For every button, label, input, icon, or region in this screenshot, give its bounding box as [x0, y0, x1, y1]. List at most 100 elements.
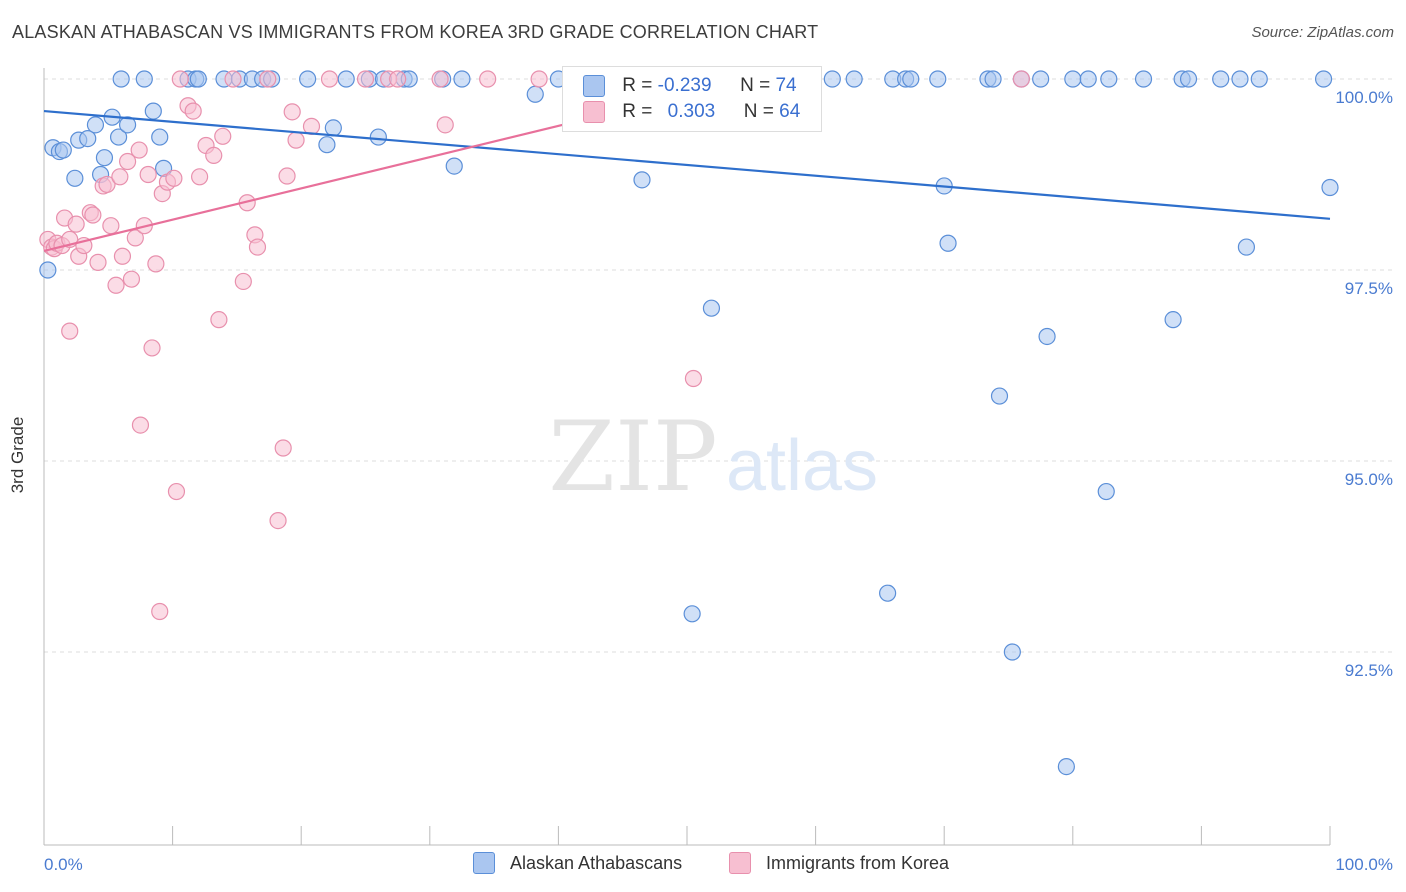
- y-tick-label: 92.5%: [1345, 661, 1393, 680]
- data-point: [184, 102, 202, 120]
- data-point: [61, 322, 79, 340]
- trend-line-athabascans: [43, 109, 1331, 220]
- data-point: [210, 311, 228, 329]
- data-point: [479, 70, 497, 88]
- x-tick-label-start: 0.0%: [44, 855, 83, 874]
- legend-n-label: N =: [743, 101, 780, 122]
- data-point: [902, 70, 920, 88]
- data-point: [324, 119, 342, 137]
- y-tick-label: 97.5%: [1345, 279, 1393, 298]
- data-point: [337, 70, 355, 88]
- data-point: [107, 276, 125, 294]
- data-point: [67, 215, 85, 233]
- data-point: [248, 238, 267, 256]
- data-point: [109, 128, 128, 146]
- y-tick-label: 95.0%: [1345, 470, 1393, 489]
- data-point: [1064, 70, 1082, 88]
- data-point: [1038, 327, 1056, 346]
- data-point: [845, 70, 863, 88]
- data-point: [171, 70, 189, 88]
- legend-swatch-pink: [583, 101, 605, 123]
- data-point: [1012, 70, 1030, 88]
- legend-r-value: -0.239: [657, 75, 712, 96]
- data-point: [54, 141, 72, 159]
- data-point: [84, 206, 102, 224]
- bottom-legend-item-athabascans: Alaskan Athabascans: [473, 852, 683, 875]
- data-point: [111, 168, 129, 186]
- data-point: [1314, 70, 1333, 88]
- bottom-legend-label: Immigrants from Korea: [766, 852, 950, 873]
- data-point: [66, 169, 84, 187]
- watermark-atlas: atlas: [726, 426, 878, 506]
- data-point: [445, 157, 463, 175]
- data-point: [139, 165, 157, 184]
- data-point: [113, 247, 132, 265]
- data-point: [234, 272, 252, 291]
- data-point: [984, 70, 1002, 88]
- tick-labels: 100.0% 97.5% 95.0% 92.5% 0.0% 100.0%: [44, 88, 1393, 874]
- data-point: [436, 116, 454, 134]
- data-point: [259, 70, 277, 88]
- data-point: [151, 602, 169, 621]
- data-point: [118, 152, 137, 171]
- bottom-legend-item-korea: Immigrants from Korea: [729, 852, 950, 875]
- data-point: [147, 255, 165, 273]
- data-point: [135, 70, 153, 88]
- data-point: [79, 129, 97, 148]
- data-point: [131, 416, 150, 434]
- watermark-zip: ZIP: [548, 401, 717, 513]
- data-point: [633, 171, 651, 189]
- data-point: [274, 439, 292, 457]
- data-point: [126, 229, 144, 247]
- data-point: [144, 102, 162, 120]
- data-point: [1321, 178, 1339, 197]
- watermark: ZIP atlas: [548, 401, 878, 513]
- data-point: [130, 141, 148, 159]
- data-point: [1097, 482, 1115, 501]
- legend-row-series2: R = 0.303 N = 64: [583, 101, 800, 125]
- data-point: [369, 128, 387, 146]
- data-point: [278, 167, 296, 185]
- data-point: [1212, 70, 1230, 88]
- data-point: [929, 70, 947, 88]
- data-point: [1134, 70, 1153, 88]
- data-point: [89, 253, 107, 271]
- data-point: [165, 169, 183, 187]
- x-tick-label-end: 100.0%: [1335, 855, 1393, 874]
- data-point: [1003, 643, 1021, 661]
- data-point: [112, 70, 130, 88]
- data-point: [205, 146, 223, 164]
- data-point: [189, 70, 207, 88]
- data-point: [299, 70, 317, 88]
- data-point: [86, 116, 105, 134]
- data-point: [118, 116, 137, 134]
- data-point: [684, 369, 703, 388]
- data-point: [95, 149, 114, 167]
- legend-r-label: R =: [622, 101, 658, 122]
- data-point: [39, 261, 57, 279]
- data-point: [98, 175, 116, 194]
- data-point: [990, 387, 1009, 405]
- data-point: [683, 605, 701, 623]
- bottom-legend-label: Alaskan Athabascans: [510, 852, 683, 873]
- data-point: [1237, 238, 1256, 256]
- data-point: [1079, 70, 1097, 88]
- data-point: [318, 136, 336, 154]
- data-point: [287, 131, 305, 149]
- data-point: [823, 70, 841, 88]
- legend-r-value: 0.303: [667, 101, 716, 122]
- data-point: [269, 511, 287, 530]
- data-point: [939, 234, 957, 252]
- data-point: [453, 70, 471, 88]
- stats-legend: R = -0.239 N = 74 R = 0.303 N = 64: [562, 66, 822, 132]
- data-point: [167, 482, 186, 501]
- data-point: [356, 70, 375, 88]
- data-point: [283, 103, 301, 121]
- axes: [43, 68, 1331, 846]
- gridlines: [44, 78, 1395, 653]
- legend-swatch-blue: [583, 75, 605, 97]
- data-point: [1164, 311, 1182, 329]
- bottom-legend-swatch-blue: [473, 852, 495, 875]
- legend-n-label: N =: [740, 75, 776, 96]
- data-point: [102, 217, 120, 235]
